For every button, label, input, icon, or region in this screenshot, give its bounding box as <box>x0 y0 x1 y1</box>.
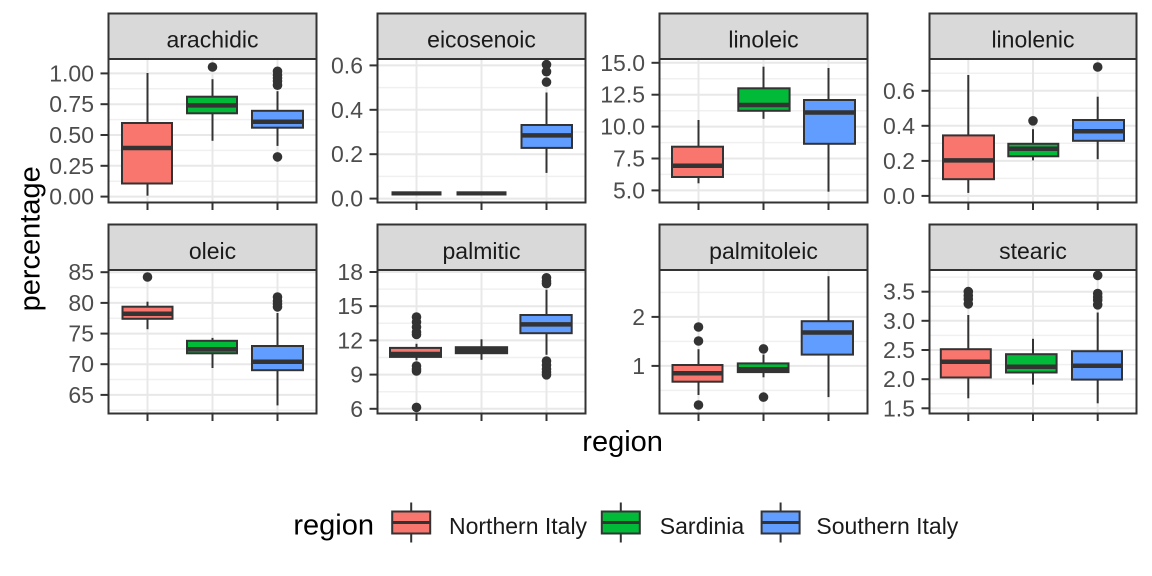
svg-text:Southern Italy: Southern Italy <box>816 513 958 539</box>
svg-text:eicosenoic: eicosenoic <box>427 27 536 53</box>
svg-text:70: 70 <box>68 351 94 377</box>
svg-text:2.5: 2.5 <box>883 337 915 363</box>
svg-text:1.5: 1.5 <box>883 395 915 421</box>
svg-text:palmitic: palmitic <box>443 238 521 264</box>
svg-text:Northern Italy: Northern Italy <box>449 513 588 539</box>
svg-text:Sardinia: Sardinia <box>660 513 745 539</box>
svg-text:15.0: 15.0 <box>600 50 645 76</box>
svg-text:2.0: 2.0 <box>883 366 915 392</box>
svg-text:7.5: 7.5 <box>613 146 645 172</box>
svg-text:85: 85 <box>68 259 94 285</box>
svg-text:region: region <box>293 510 374 542</box>
svg-text:0.0: 0.0 <box>883 183 915 209</box>
svg-text:0.6: 0.6 <box>883 78 915 104</box>
svg-text:9: 9 <box>350 362 363 388</box>
svg-text:0.2: 0.2 <box>883 148 915 174</box>
svg-text:0.25: 0.25 <box>49 153 94 179</box>
svg-text:65: 65 <box>68 382 94 408</box>
svg-text:2: 2 <box>632 304 645 330</box>
svg-text:region: region <box>582 426 663 458</box>
svg-text:3.0: 3.0 <box>883 308 915 334</box>
svg-text:0.4: 0.4 <box>331 97 363 123</box>
svg-text:0.50: 0.50 <box>49 122 94 148</box>
svg-text:linoleic: linoleic <box>728 27 798 53</box>
svg-text:75: 75 <box>68 321 94 347</box>
svg-text:percentage: percentage <box>15 166 47 311</box>
svg-text:0.6: 0.6 <box>331 52 363 78</box>
svg-text:0.2: 0.2 <box>331 141 363 167</box>
svg-text:18: 18 <box>337 259 363 285</box>
svg-text:1: 1 <box>632 353 645 379</box>
svg-text:0.4: 0.4 <box>883 113 915 139</box>
svg-text:arachidic: arachidic <box>166 27 258 53</box>
svg-text:12.5: 12.5 <box>600 82 645 108</box>
svg-text:3.5: 3.5 <box>883 279 915 305</box>
svg-text:0.75: 0.75 <box>49 91 94 117</box>
svg-text:10.0: 10.0 <box>600 114 645 140</box>
svg-text:stearic: stearic <box>999 238 1067 264</box>
svg-text:15: 15 <box>337 293 363 319</box>
svg-text:oleic: oleic <box>189 238 236 264</box>
svg-text:0.0: 0.0 <box>331 186 363 212</box>
svg-text:palmitoleic: palmitoleic <box>709 238 818 264</box>
svg-text:1.00: 1.00 <box>49 60 94 86</box>
svg-text:5.0: 5.0 <box>613 177 645 203</box>
svg-text:0.00: 0.00 <box>49 184 94 210</box>
svg-text:12: 12 <box>337 327 363 353</box>
svg-text:linolenic: linolenic <box>991 27 1074 53</box>
svg-text:6: 6 <box>350 396 363 422</box>
svg-text:80: 80 <box>68 290 94 316</box>
